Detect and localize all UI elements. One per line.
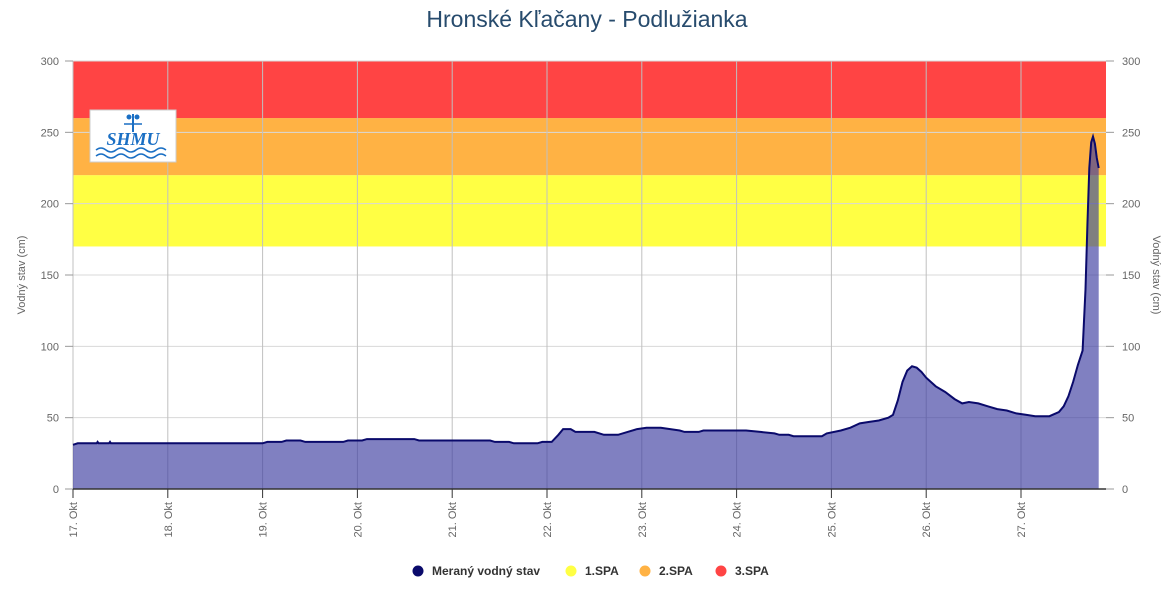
legend-marker [715,565,727,577]
shmu-logo: SHMU [89,109,177,163]
axes: 0 0 50 50 100 100 150 150 200 200 250 250 300 300 17. … [16,56,1162,537]
legend-marker [639,565,651,577]
y-axis-title-right: Vodný stav (cm) [1150,236,1162,315]
x-tick-label: 24. Okt [732,502,744,537]
chart-title: Hronské Kľačany - Podlužianka [426,6,748,32]
x-tick-label: 23. Okt [637,502,649,537]
spa-band-2 [73,118,1106,176]
y-tick-label-right: 50 [1122,413,1134,425]
y-tick-label-left: 50 [47,413,59,425]
series-group [72,133,1100,489]
x-tick-label: 25. Okt [826,502,838,537]
wave-icon [95,147,167,159]
y-tick-label-right: 250 [1122,127,1140,139]
x-tick-label: 17. Okt [68,502,80,537]
legend-marker [565,565,577,577]
x-tick-label: 18. Okt [163,502,175,537]
series-area [73,136,1099,489]
legend-item-3[interactable]: 2.SPA [639,564,694,578]
legend-marker [412,565,424,577]
y-tick-label-right: 100 [1122,341,1140,353]
y-tick-label-right: 150 [1122,270,1140,282]
legend-label: Meraný vodný stav [432,564,540,578]
logo-text: SHMU [106,129,160,149]
legend-label: 1.SPA [585,564,619,578]
spa-band-3 [73,61,1106,119]
x-tick-label: 20. Okt [352,502,364,537]
x-tick-label: 27. Okt [1016,502,1028,537]
y-tick-label-right: 300 [1122,56,1140,68]
series-line [72,133,1100,446]
y-tick-label-left: 100 [41,341,59,353]
legend-item-4[interactable]: 3.SPA [715,564,770,578]
spa-bands [73,61,1106,247]
y-tick-label-left: 300 [41,56,59,68]
x-tick-label: 19. Okt [258,502,270,537]
x-tick-label: 26. Okt [921,502,933,537]
y-tick-label-right: 0 [1122,484,1128,496]
x-tick-label: 22. Okt [542,502,554,537]
legend-item-2[interactable]: 1.SPA [565,564,620,578]
x-tick-label: 21. Okt [447,502,459,537]
y-tick-label-right: 200 [1122,199,1140,211]
y-tick-label-left: 250 [41,127,59,139]
y-tick-label-left: 200 [41,199,59,211]
y-tick-label-left: 0 [53,484,59,496]
spa-band-1 [73,175,1106,247]
legend: Meraný vodný stav 1.SPA 2.SPA 3.SPA [412,564,770,578]
legend-label: 2.SPA [659,564,693,578]
legend-item-1[interactable]: Meraný vodný stav [412,564,541,578]
y-tick-label-left: 150 [41,270,59,282]
y-axis-title-left: Vodný stav (cm) [16,236,28,315]
legend-label: 3.SPA [735,564,769,578]
weather-station-icon [124,114,142,132]
